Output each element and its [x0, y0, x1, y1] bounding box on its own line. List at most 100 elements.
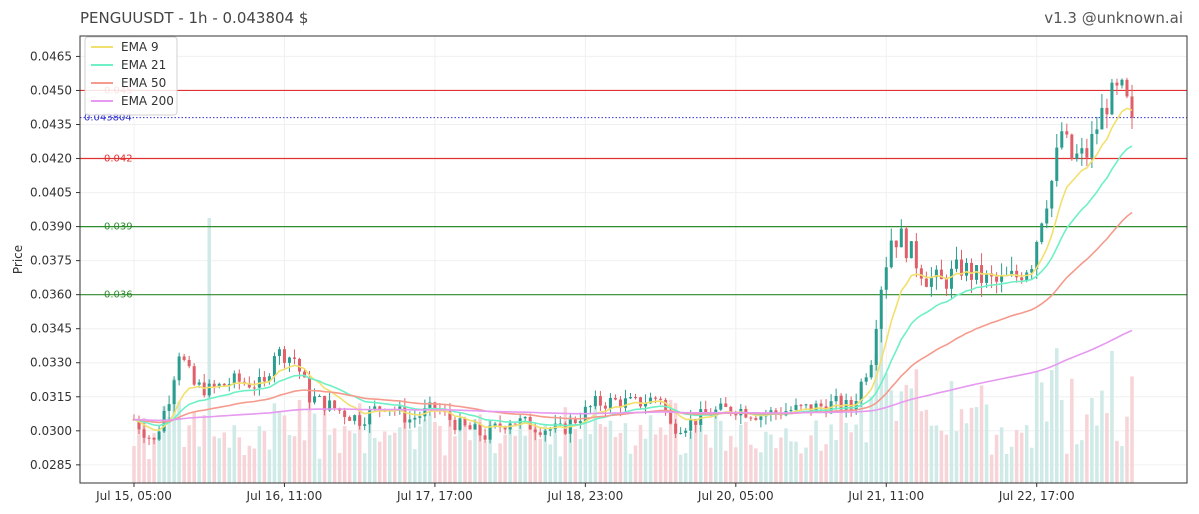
volume-bar [393, 432, 397, 483]
candle-body [959, 259, 963, 276]
candle [222, 383, 226, 386]
volume-bar [648, 415, 653, 483]
volume-bar [929, 425, 934, 483]
candle-body [1050, 180, 1054, 209]
candle [699, 401, 703, 432]
ema-line-ema-21 [133, 145, 1133, 427]
candle-body [373, 406, 377, 410]
volume-bar [924, 409, 929, 483]
candle-body [899, 228, 903, 248]
candle-body [924, 278, 928, 287]
volume-bar [859, 387, 863, 483]
volume-bar [518, 423, 522, 483]
volume-bar [347, 430, 352, 483]
candle-body [839, 395, 843, 410]
volume-bar [683, 453, 688, 483]
volume-bar [478, 414, 482, 483]
volume-bar [799, 453, 803, 483]
volume-bar [142, 417, 146, 483]
candle [498, 415, 502, 433]
candle-body [488, 425, 492, 440]
volume-bar [1019, 432, 1024, 483]
volume-bar [357, 403, 362, 483]
candle-body [1045, 208, 1049, 224]
candle-body [222, 383, 226, 386]
candle-body [142, 429, 146, 438]
candle [909, 240, 913, 259]
volume-bar [1060, 399, 1064, 483]
volume-bar [829, 424, 833, 483]
candle-body [1015, 270, 1019, 278]
candle-body [262, 377, 266, 382]
candle [1060, 122, 1064, 150]
volume-bar [287, 435, 292, 483]
volume-bar [1080, 440, 1084, 483]
candle [1100, 93, 1104, 130]
volume-bar [332, 428, 337, 483]
y-axis-label: Price [11, 245, 25, 274]
candle-body [428, 402, 432, 408]
candle-body [613, 397, 617, 400]
candle-body [578, 421, 582, 424]
candle-body [468, 425, 472, 430]
candle-body [608, 397, 612, 409]
level-label: 0.039 [104, 222, 133, 233]
candle [1105, 98, 1109, 129]
candle [954, 246, 958, 273]
candle [1075, 144, 1079, 162]
candle [884, 256, 888, 299]
ema-line-ema-9 [133, 107, 1133, 432]
volume-bar [563, 407, 568, 483]
volume-bar [548, 444, 553, 483]
volume-bar [613, 437, 618, 483]
candle-body [528, 417, 532, 430]
candle [934, 265, 938, 290]
volume-bar [468, 440, 472, 483]
volume-bar [1090, 397, 1094, 483]
candle [152, 437, 156, 445]
candle-body [1085, 148, 1089, 158]
volume-bar [528, 426, 532, 483]
volume-bar [834, 440, 838, 483]
candle-body [939, 269, 943, 280]
candle-body [1000, 275, 1004, 282]
volume-bar [984, 404, 989, 483]
volume-bar [588, 434, 593, 483]
y-tick-label: 0.0315 [30, 390, 72, 404]
candle-body [147, 437, 151, 439]
candle [1080, 137, 1084, 167]
candle-body [247, 383, 251, 388]
volume-bar [1009, 446, 1014, 483]
candle [1050, 179, 1054, 218]
candle [1115, 78, 1119, 95]
volume-bar [1029, 447, 1034, 483]
candle [1015, 264, 1019, 283]
candle [242, 377, 246, 386]
y-tick-label: 0.0345 [30, 322, 72, 336]
candle [628, 393, 632, 400]
y-tick-label: 0.0390 [30, 220, 72, 234]
candle [949, 260, 953, 300]
candle-body [970, 262, 974, 280]
ema-line-ema-200 [133, 329, 1133, 422]
volume-bar [854, 424, 858, 483]
volume-bar [909, 388, 914, 483]
candle-body [523, 417, 527, 419]
candle-body [699, 409, 703, 425]
candle-body [343, 410, 347, 418]
volume-bar [197, 446, 201, 483]
candle [1070, 133, 1074, 161]
candle-body [433, 402, 437, 410]
candle-body [418, 416, 422, 418]
volume-bar [959, 409, 964, 483]
volume-bar [904, 384, 909, 483]
volume-bar [132, 446, 136, 483]
candle [277, 346, 281, 365]
candle-body [1010, 270, 1014, 276]
candle [493, 421, 497, 429]
volume-bar [242, 455, 247, 483]
candle [674, 419, 678, 438]
candle-body [368, 409, 372, 425]
candle [799, 403, 803, 410]
